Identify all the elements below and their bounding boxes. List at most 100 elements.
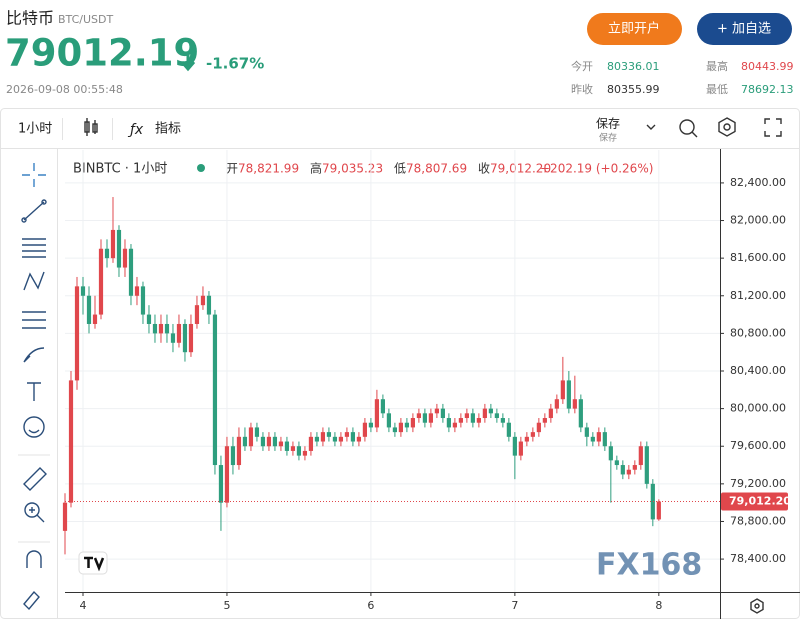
candle-body (614, 460, 619, 466)
watermark: FX168 (596, 548, 702, 583)
drawing-tools[interactable] (21, 163, 47, 611)
candle-body (62, 502, 68, 531)
candle-body (188, 323, 194, 353)
candle-body (518, 441, 523, 456)
candle-body (524, 436, 529, 442)
legend-status (197, 164, 205, 172)
candle-body (242, 436, 248, 447)
candle-body (644, 446, 649, 484)
legend-label: 收 (478, 162, 490, 176)
x-tick-label: 7 (511, 599, 518, 612)
candle-body (350, 432, 356, 442)
candle-body (176, 323, 182, 343)
candle-body (548, 408, 553, 419)
candle-body (128, 248, 134, 296)
y-tick-label: 81,600.00 (730, 251, 786, 264)
candle-body (410, 418, 415, 428)
candle-body (170, 333, 176, 343)
candle-body (272, 436, 278, 447)
y-tick-label: 78,400.00 (730, 552, 786, 565)
candle-body (140, 286, 146, 315)
candle-body (248, 427, 254, 447)
fx-icon[interactable]: ƒx (127, 122, 144, 138)
candle-body (404, 422, 409, 428)
stat-label: 昨收 (571, 82, 593, 96)
candle-body (278, 441, 284, 447)
candle-body (482, 408, 487, 419)
legend-label: 高 (310, 161, 322, 176)
legend-label: 开 (226, 162, 238, 176)
watchlist-label[interactable]: + 加自选 (717, 22, 771, 37)
save-menu[interactable] (646, 124, 656, 130)
open-account-button[interactable] (587, 13, 682, 45)
candle-body (194, 305, 200, 324)
last-price-badge (721, 492, 788, 511)
y-tick-label: 78,800.00 (730, 514, 786, 527)
save-button[interactable]: 保存 (596, 117, 620, 131)
asset-symbol: BTC/USDT (58, 13, 114, 26)
candle-body (302, 450, 308, 456)
candle-body (326, 432, 332, 437)
stat-label: 今开 (571, 59, 593, 73)
alert-icon[interactable] (679, 119, 698, 138)
candle-body (536, 422, 541, 433)
legend-value: 78,821.99 (238, 162, 299, 176)
y-tick-label: 80,400.00 (730, 364, 786, 377)
chart-type-icon[interactable] (84, 118, 98, 136)
x-tick-label: 5 (223, 599, 230, 612)
candle-body (440, 408, 445, 419)
candle-body (560, 380, 565, 400)
timestamp: 2026-09-08 00:55:48 (6, 83, 123, 96)
indicators-button[interactable]: 指标 (155, 122, 181, 137)
candle-body (134, 286, 140, 296)
y-tick-label: 82,400.00 (730, 176, 786, 189)
candle-body (230, 446, 236, 466)
plot: 78,400.00 78,800.00 79,200.00 79,600.00 80,0… (62, 150, 791, 612)
candle-body (506, 422, 511, 437)
fullscreen-icon[interactable] (764, 118, 782, 137)
candle-body (488, 408, 493, 414)
candle-body (68, 380, 74, 503)
candle-body (98, 248, 104, 315)
stat-value: 80443.99 (741, 60, 794, 73)
tv-logo (78, 551, 108, 575)
candle-body (158, 323, 164, 334)
candle-body (386, 413, 392, 428)
candle-body (632, 465, 637, 470)
candle-body (362, 422, 368, 437)
candle-body (638, 446, 643, 466)
watchlist-button[interactable] (697, 13, 792, 45)
candle-body (530, 432, 535, 437)
candle-body (392, 427, 397, 433)
candle-body (590, 436, 595, 442)
candle-body (146, 314, 152, 324)
candle-body (308, 436, 314, 451)
candle-body (602, 432, 607, 447)
y-tick-label: 80,800.00 (730, 326, 786, 339)
candle-body (476, 418, 481, 423)
interval-button[interactable]: 1小时 (18, 122, 52, 137)
x-tick-label: 4 (79, 599, 86, 612)
stat-value: 80355.99 (607, 83, 660, 96)
candle-body (344, 432, 350, 437)
candle-body (122, 248, 128, 268)
candle-body (236, 436, 242, 466)
candle-body (554, 399, 559, 409)
stat-label: 最高 (706, 59, 728, 73)
settings-icon[interactable] (718, 117, 736, 137)
asset-name: 比特币 (6, 9, 54, 28)
candle-body (104, 248, 110, 259)
legend-change: +202.19 (+0.26%) (540, 162, 653, 176)
open-account-label[interactable]: 立即开户 (608, 21, 660, 37)
axis-settings-icon[interactable] (750, 598, 764, 614)
stat-value: 80336.01 (607, 60, 660, 73)
y-tick-label: 79,600.00 (730, 439, 786, 452)
candle-body (290, 446, 296, 451)
y-tick-label: 79,200.00 (730, 477, 786, 490)
y-tick-label: 80,000.00 (730, 402, 786, 415)
candle-body (260, 436, 266, 447)
candle-body (398, 422, 403, 433)
candle-body (266, 436, 272, 447)
candle-body (92, 314, 98, 324)
